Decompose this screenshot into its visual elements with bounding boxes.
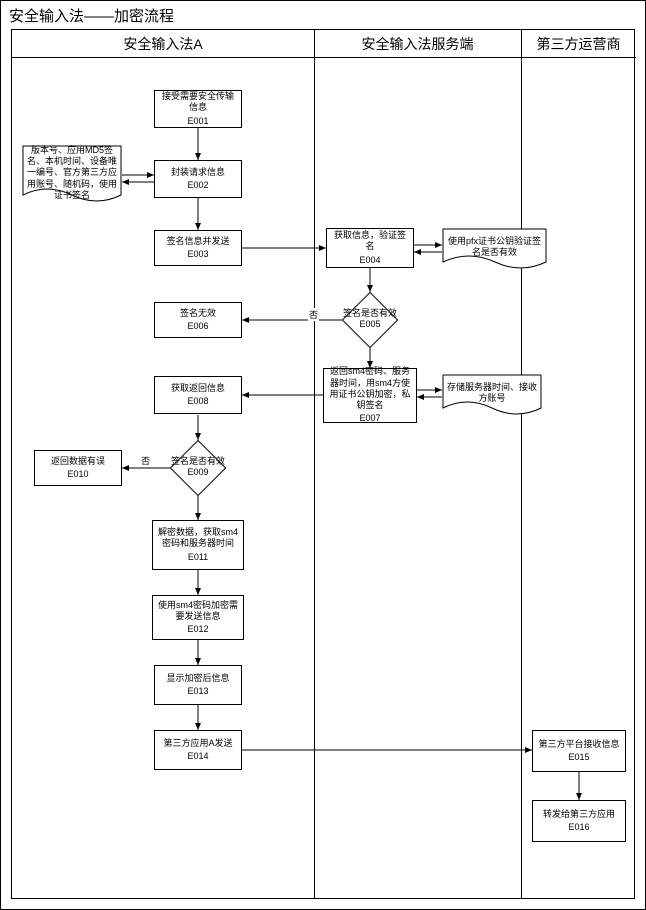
node-e012-text: 使用sm4密码加密需要发送信息: [156, 600, 240, 623]
node-e015-code: E015: [568, 752, 589, 763]
node-e006-code: E006: [187, 321, 208, 332]
doc-d2: 使用pfx证书公钥验证签名是否有效: [442, 228, 547, 272]
node-e014: 第三方应用A发送 E014: [154, 730, 242, 770]
node-e005-diamond: [342, 292, 399, 349]
node-e014-code: E014: [187, 751, 208, 762]
node-e012: 使用sm4密码加密需要发送信息 E012: [152, 595, 244, 640]
lane-a-label: 安全输入法A: [123, 34, 202, 54]
node-e013-code: E013: [187, 686, 208, 697]
node-e008: 获取返回信息 E008: [154, 376, 242, 414]
lane-header-b: 安全输入法服务端: [314, 30, 521, 58]
node-e006-text: 签名无效: [180, 308, 216, 319]
doc-d3: 存储服务器时间、接收方账号: [442, 374, 542, 418]
node-e003: 签名信息并发送 E003: [154, 230, 242, 266]
node-e001: 接受需要安全传输信息 E001: [154, 90, 242, 128]
lane-b-label: 安全输入法服务端: [362, 34, 474, 54]
edge-no2: 否: [140, 454, 151, 467]
doc-d2-text: 使用pfx证书公钥验证签名是否有效: [446, 232, 543, 262]
node-e006: 签名无效 E006: [154, 302, 242, 338]
node-e002-code: E002: [187, 180, 208, 191]
node-e011-code: E011: [188, 552, 208, 563]
lane-sep-1: [314, 30, 315, 898]
node-e002: 封装请求信息 E002: [154, 160, 242, 198]
node-e003-code: E003: [187, 249, 208, 260]
node-e011: 解密数据，获取sm4密码和服务器时间 E011: [152, 520, 244, 570]
node-e008-code: E008: [187, 396, 208, 407]
node-e002-text: 封装请求信息: [171, 167, 225, 178]
node-e001-text: 接受需要安全传输信息: [158, 91, 238, 114]
node-e007: 返回sm4密码、服务器时间，用sm4方使用证书公钥加密，私钥签名 E007: [323, 368, 417, 423]
node-e003-text: 签名信息并发送: [166, 236, 229, 247]
node-e013-text: 显示加密后信息: [166, 673, 229, 684]
diagram-page: 安全输入法——加密流程 安全输入法A 安全输入法服务端 第三方运营商: [0, 0, 646, 910]
node-e010-code: E010: [67, 469, 88, 480]
doc-d3-text: 存储服务器时间、接收方账号: [446, 378, 538, 408]
node-e015: 第三方平台接收信息 E015: [532, 730, 626, 772]
swimlanes: 安全输入法A 安全输入法服务端 第三方运营商: [11, 29, 635, 899]
node-e010-text: 返回数据有误: [51, 456, 105, 467]
node-e004-text: 获取信息，验证签名: [330, 230, 410, 253]
node-e015-text: 第三方平台接收信息: [538, 739, 619, 750]
node-e007-code: E007: [359, 413, 380, 424]
diagram-title: 安全输入法——加密流程: [1, 1, 645, 30]
node-e016-code: E016: [568, 822, 589, 833]
lane-sep-2: [521, 30, 522, 898]
lane-c-label: 第三方运营商: [537, 34, 621, 54]
node-e016-text: 转发给第三方应用: [543, 809, 615, 820]
node-e014-text: 第三方应用A发送: [163, 738, 232, 749]
node-e004-code: E004: [359, 255, 380, 266]
doc-d1-text: 版本号、应用MD5签名、本机时间、设备唯一编号、官方第三方应用账号、随机码，使用…: [26, 149, 118, 197]
node-e004: 获取信息，验证签名 E004: [326, 228, 414, 268]
node-e001-code: E001: [187, 116, 208, 127]
node-e010: 返回数据有误 E010: [34, 450, 122, 486]
node-e009-diamond: [170, 440, 227, 497]
edge-no1: 否: [308, 308, 319, 321]
lane-header-c: 第三方运营商: [521, 30, 636, 58]
node-e008-text: 获取返回信息: [171, 383, 225, 394]
node-e016: 转发给第三方应用 E016: [532, 800, 626, 842]
doc-d1: 版本号、应用MD5签名、本机时间、设备唯一编号、官方第三方应用账号、随机码，使用…: [22, 145, 122, 207]
node-e013: 显示加密后信息 E013: [154, 665, 242, 705]
lane-header-a: 安全输入法A: [12, 30, 314, 58]
node-e012-code: E012: [187, 624, 208, 635]
node-e007-text: 返回sm4密码、服务器时间，用sm4方使用证书公钥加密，私钥签名: [327, 366, 413, 411]
node-e011-text: 解密数据，获取sm4密码和服务器时间: [156, 527, 240, 550]
